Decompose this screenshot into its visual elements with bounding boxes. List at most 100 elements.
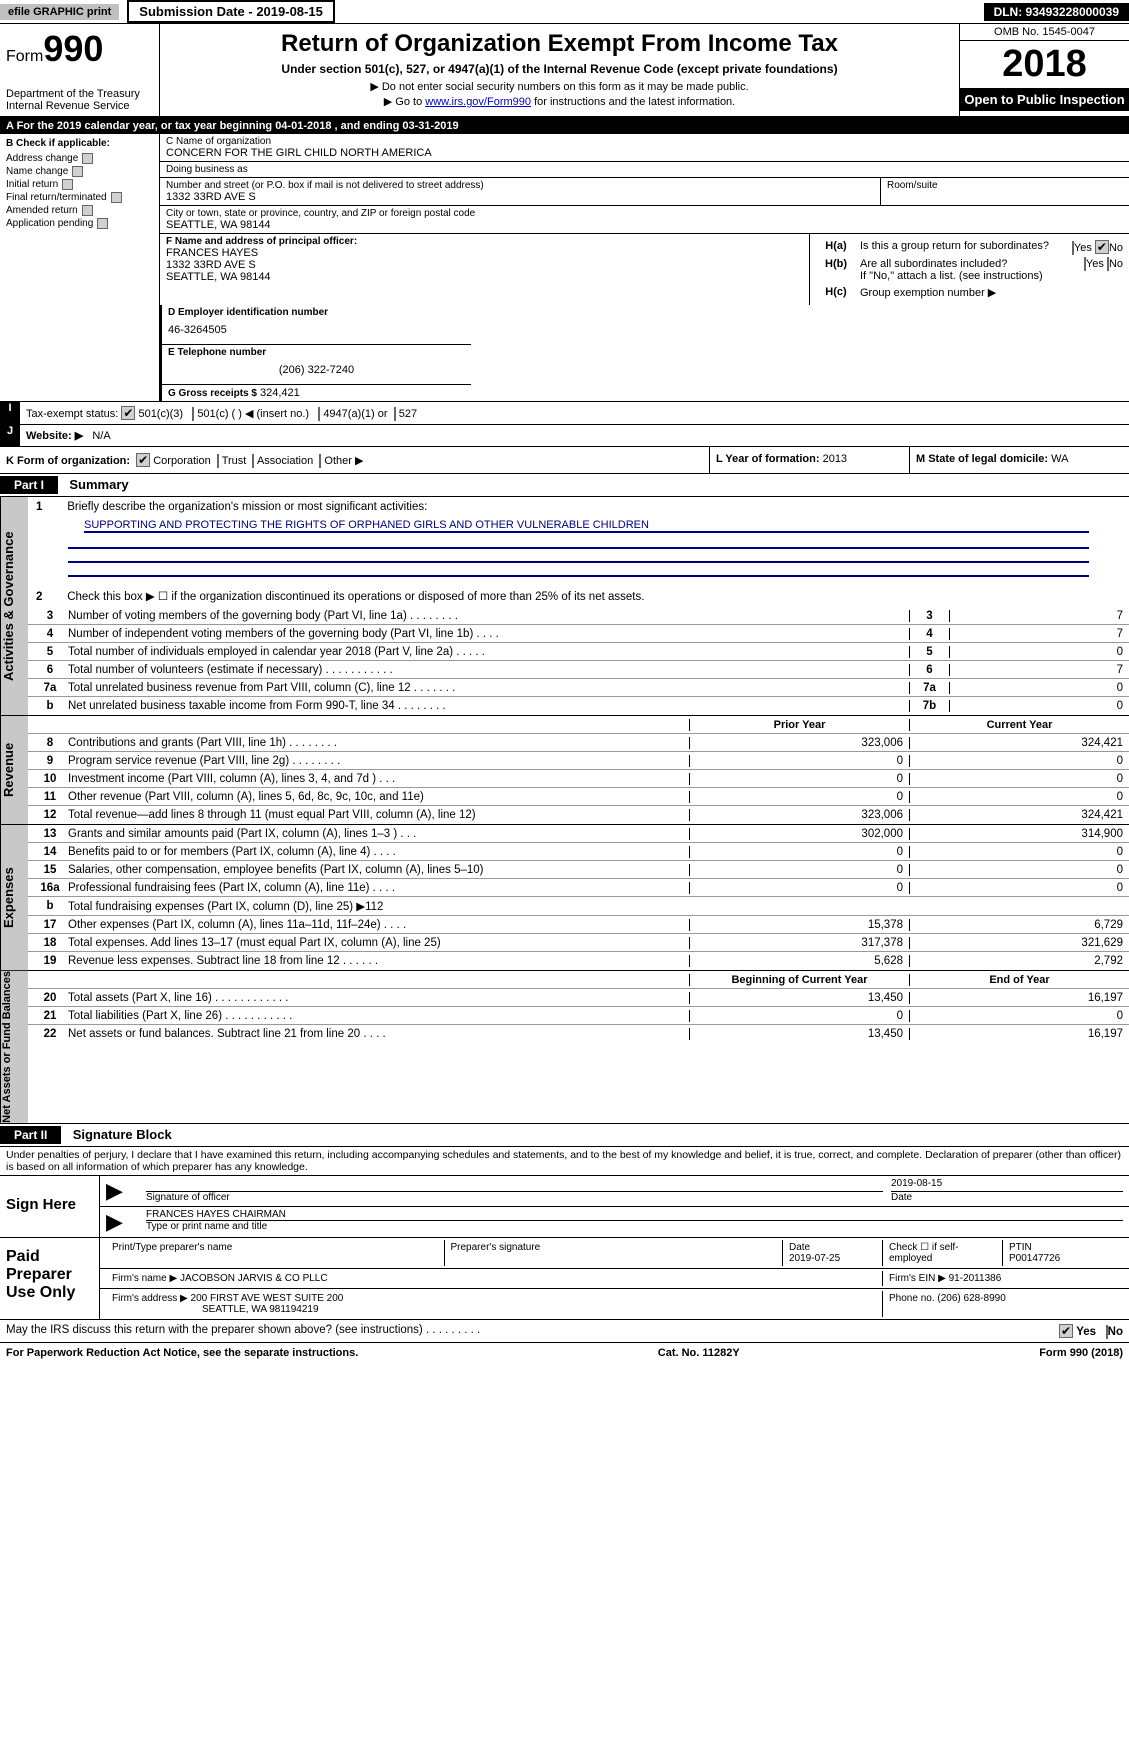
line-number: 17 bbox=[28, 919, 64, 931]
check-option: Final return/terminated bbox=[6, 192, 153, 203]
line2-text: Check this box ▶ ☐ if the organization d… bbox=[67, 591, 644, 603]
city-val: SEATTLE, WA 98144 bbox=[166, 219, 1123, 231]
org-name: CONCERN FOR THE GIRL CHILD NORTH AMERICA bbox=[166, 147, 1123, 159]
line-number: 11 bbox=[28, 791, 64, 803]
line-value: 7 bbox=[949, 610, 1129, 622]
prior-value: 0 bbox=[689, 846, 909, 858]
opt-corp: Corporation bbox=[153, 455, 210, 467]
data-line: 15 Salaries, other compensation, employe… bbox=[28, 861, 1129, 879]
option-label: Initial return bbox=[6, 179, 58, 190]
line-number: 7a bbox=[28, 682, 64, 694]
opt-trust: Trust bbox=[222, 455, 247, 467]
form-number: Form990 bbox=[6, 28, 153, 70]
sig-officer-label: Signature of officer bbox=[146, 1192, 883, 1203]
dba-label: Doing business as bbox=[166, 164, 1123, 175]
option-label: Name change bbox=[6, 166, 68, 177]
rev-header: Prior Year Current Year bbox=[28, 716, 1129, 734]
netassets-body: Beginning of Current Year End of Year 20… bbox=[28, 971, 1129, 1123]
addr-label: Number and street (or P.O. box if mail i… bbox=[166, 180, 874, 191]
officer-addr1: 1332 33RD AVE S bbox=[166, 259, 803, 271]
option-checkbox[interactable] bbox=[82, 153, 93, 164]
data-line: 16a Professional fundraising fees (Part … bbox=[28, 879, 1129, 897]
firm-phone-label: Phone no. bbox=[889, 1293, 935, 1304]
phone-val: (206) 322-7240 bbox=[168, 358, 465, 382]
prep-date: 2019-07-25 bbox=[789, 1253, 876, 1264]
prior-value: 15,378 bbox=[689, 919, 909, 931]
firm-name: JACOBSON JARVIS & CO PLLC bbox=[180, 1273, 328, 1284]
j-marker: J bbox=[0, 425, 20, 446]
efile-label[interactable]: efile GRAPHIC print bbox=[0, 4, 119, 20]
row-j: J Website: ▶ N/A bbox=[0, 425, 1129, 447]
line-number: 21 bbox=[28, 1010, 64, 1022]
option-checkbox[interactable] bbox=[82, 205, 93, 216]
501c-checkbox[interactable] bbox=[192, 407, 194, 421]
current-value: 0 bbox=[909, 791, 1129, 803]
discuss-yes-checkbox[interactable]: ✔ bbox=[1059, 1324, 1073, 1338]
line-number: 5 bbox=[28, 646, 64, 658]
discuss-row: May the IRS discuss this return with the… bbox=[0, 1320, 1129, 1343]
data-line: 13 Grants and similar amounts paid (Part… bbox=[28, 825, 1129, 843]
line-desc: Investment income (Part VIII, column (A)… bbox=[64, 771, 689, 787]
k-label: K Form of organization: bbox=[6, 455, 130, 467]
hc-text: Group exemption number ▶ bbox=[858, 284, 1125, 301]
form-subtitle: Under section 501(c), 527, or 4947(a)(1)… bbox=[170, 62, 949, 76]
self-employed-cell: Check ☐ if self-employed bbox=[883, 1240, 1003, 1266]
corp-checkbox[interactable]: ✔ bbox=[136, 453, 150, 467]
current-value: 0 bbox=[909, 846, 1129, 858]
governance-body: 1 Briefly describe the organization's mi… bbox=[28, 497, 1129, 715]
ptin-val: P00147726 bbox=[1009, 1253, 1117, 1264]
hb-no-checkbox[interactable] bbox=[1107, 257, 1109, 271]
line-number: 19 bbox=[28, 955, 64, 967]
527-checkbox[interactable] bbox=[394, 407, 396, 421]
hb-yes-checkbox[interactable] bbox=[1084, 257, 1086, 271]
firm-ein-cell: Firm's EIN ▶ 91-2011386 bbox=[883, 1271, 1123, 1286]
mission-text: SUPPORTING AND PROTECTING THE RIGHTS OF … bbox=[84, 519, 1089, 533]
firm-phone-cell: Phone no. (206) 628-8990 bbox=[883, 1291, 1123, 1317]
use-only-label: Use Only bbox=[6, 1284, 93, 1302]
501c3-checkbox[interactable]: ✔ bbox=[121, 406, 135, 420]
l-label: L Year of formation: bbox=[716, 453, 820, 465]
line-box: 5 bbox=[909, 646, 949, 658]
option-checkbox[interactable] bbox=[111, 192, 122, 203]
firm-phone: (206) 628-8990 bbox=[937, 1293, 1005, 1304]
assoc-checkbox[interactable] bbox=[252, 454, 254, 468]
hb-note: If "No," attach a list. (see instruction… bbox=[860, 270, 1043, 282]
data-line: 10 Investment income (Part VIII, column … bbox=[28, 770, 1129, 788]
firm-addr-row: Firm's address ▶ 200 FIRST AVE WEST SUIT… bbox=[100, 1289, 1129, 1319]
line-desc: Total expenses. Add lines 13–17 (must eq… bbox=[64, 935, 689, 951]
prep-sig-header: Preparer's signature bbox=[445, 1240, 784, 1266]
current-value: 16,197 bbox=[909, 1028, 1129, 1040]
data-line: b Total fundraising expenses (Part IX, c… bbox=[28, 897, 1129, 916]
line-box: 7b bbox=[909, 700, 949, 712]
website-row: Website: ▶ N/A bbox=[20, 425, 1129, 446]
irs-link[interactable]: www.irs.gov/Form990 bbox=[425, 96, 531, 108]
ha-no-checkbox[interactable]: ✔ bbox=[1095, 240, 1109, 254]
line-value: 0 bbox=[949, 700, 1129, 712]
ein-label: D Employer identification number bbox=[168, 307, 465, 318]
end-year-header: End of Year bbox=[909, 974, 1129, 986]
m-val: WA bbox=[1051, 453, 1068, 465]
option-checkbox[interactable] bbox=[62, 179, 73, 190]
line-number: 22 bbox=[28, 1028, 64, 1040]
firm-addr-label: Firm's address ▶ bbox=[112, 1293, 188, 1304]
governance-line: 6 Total number of volunteers (estimate i… bbox=[28, 661, 1129, 679]
line-desc: Total assets (Part X, line 16) . . . . .… bbox=[64, 990, 689, 1006]
other-checkbox[interactable] bbox=[319, 454, 321, 468]
trust-checkbox[interactable] bbox=[217, 454, 219, 468]
part2-title: Signature Block bbox=[65, 1127, 172, 1142]
line-desc: Other expenses (Part IX, column (A), lin… bbox=[64, 917, 689, 933]
block-l: L Year of formation: 2013 bbox=[709, 447, 909, 473]
option-checkbox[interactable] bbox=[72, 166, 83, 177]
name-label: C Name of organization bbox=[166, 136, 1123, 147]
paid-label: Paid bbox=[6, 1248, 93, 1266]
4947-checkbox[interactable] bbox=[318, 407, 320, 421]
line-value: 0 bbox=[949, 682, 1129, 694]
officer-label: F Name and address of principal officer: bbox=[166, 236, 803, 247]
current-value: 324,421 bbox=[909, 809, 1129, 821]
prior-value: 13,450 bbox=[689, 992, 909, 1004]
current-year-header: Current Year bbox=[909, 719, 1129, 731]
data-line: 21 Total liabilities (Part X, line 26) .… bbox=[28, 1007, 1129, 1025]
option-checkbox[interactable] bbox=[97, 218, 108, 229]
ha-yes-checkbox[interactable] bbox=[1072, 241, 1074, 255]
block-b-label: B Check if applicable: bbox=[6, 138, 153, 149]
